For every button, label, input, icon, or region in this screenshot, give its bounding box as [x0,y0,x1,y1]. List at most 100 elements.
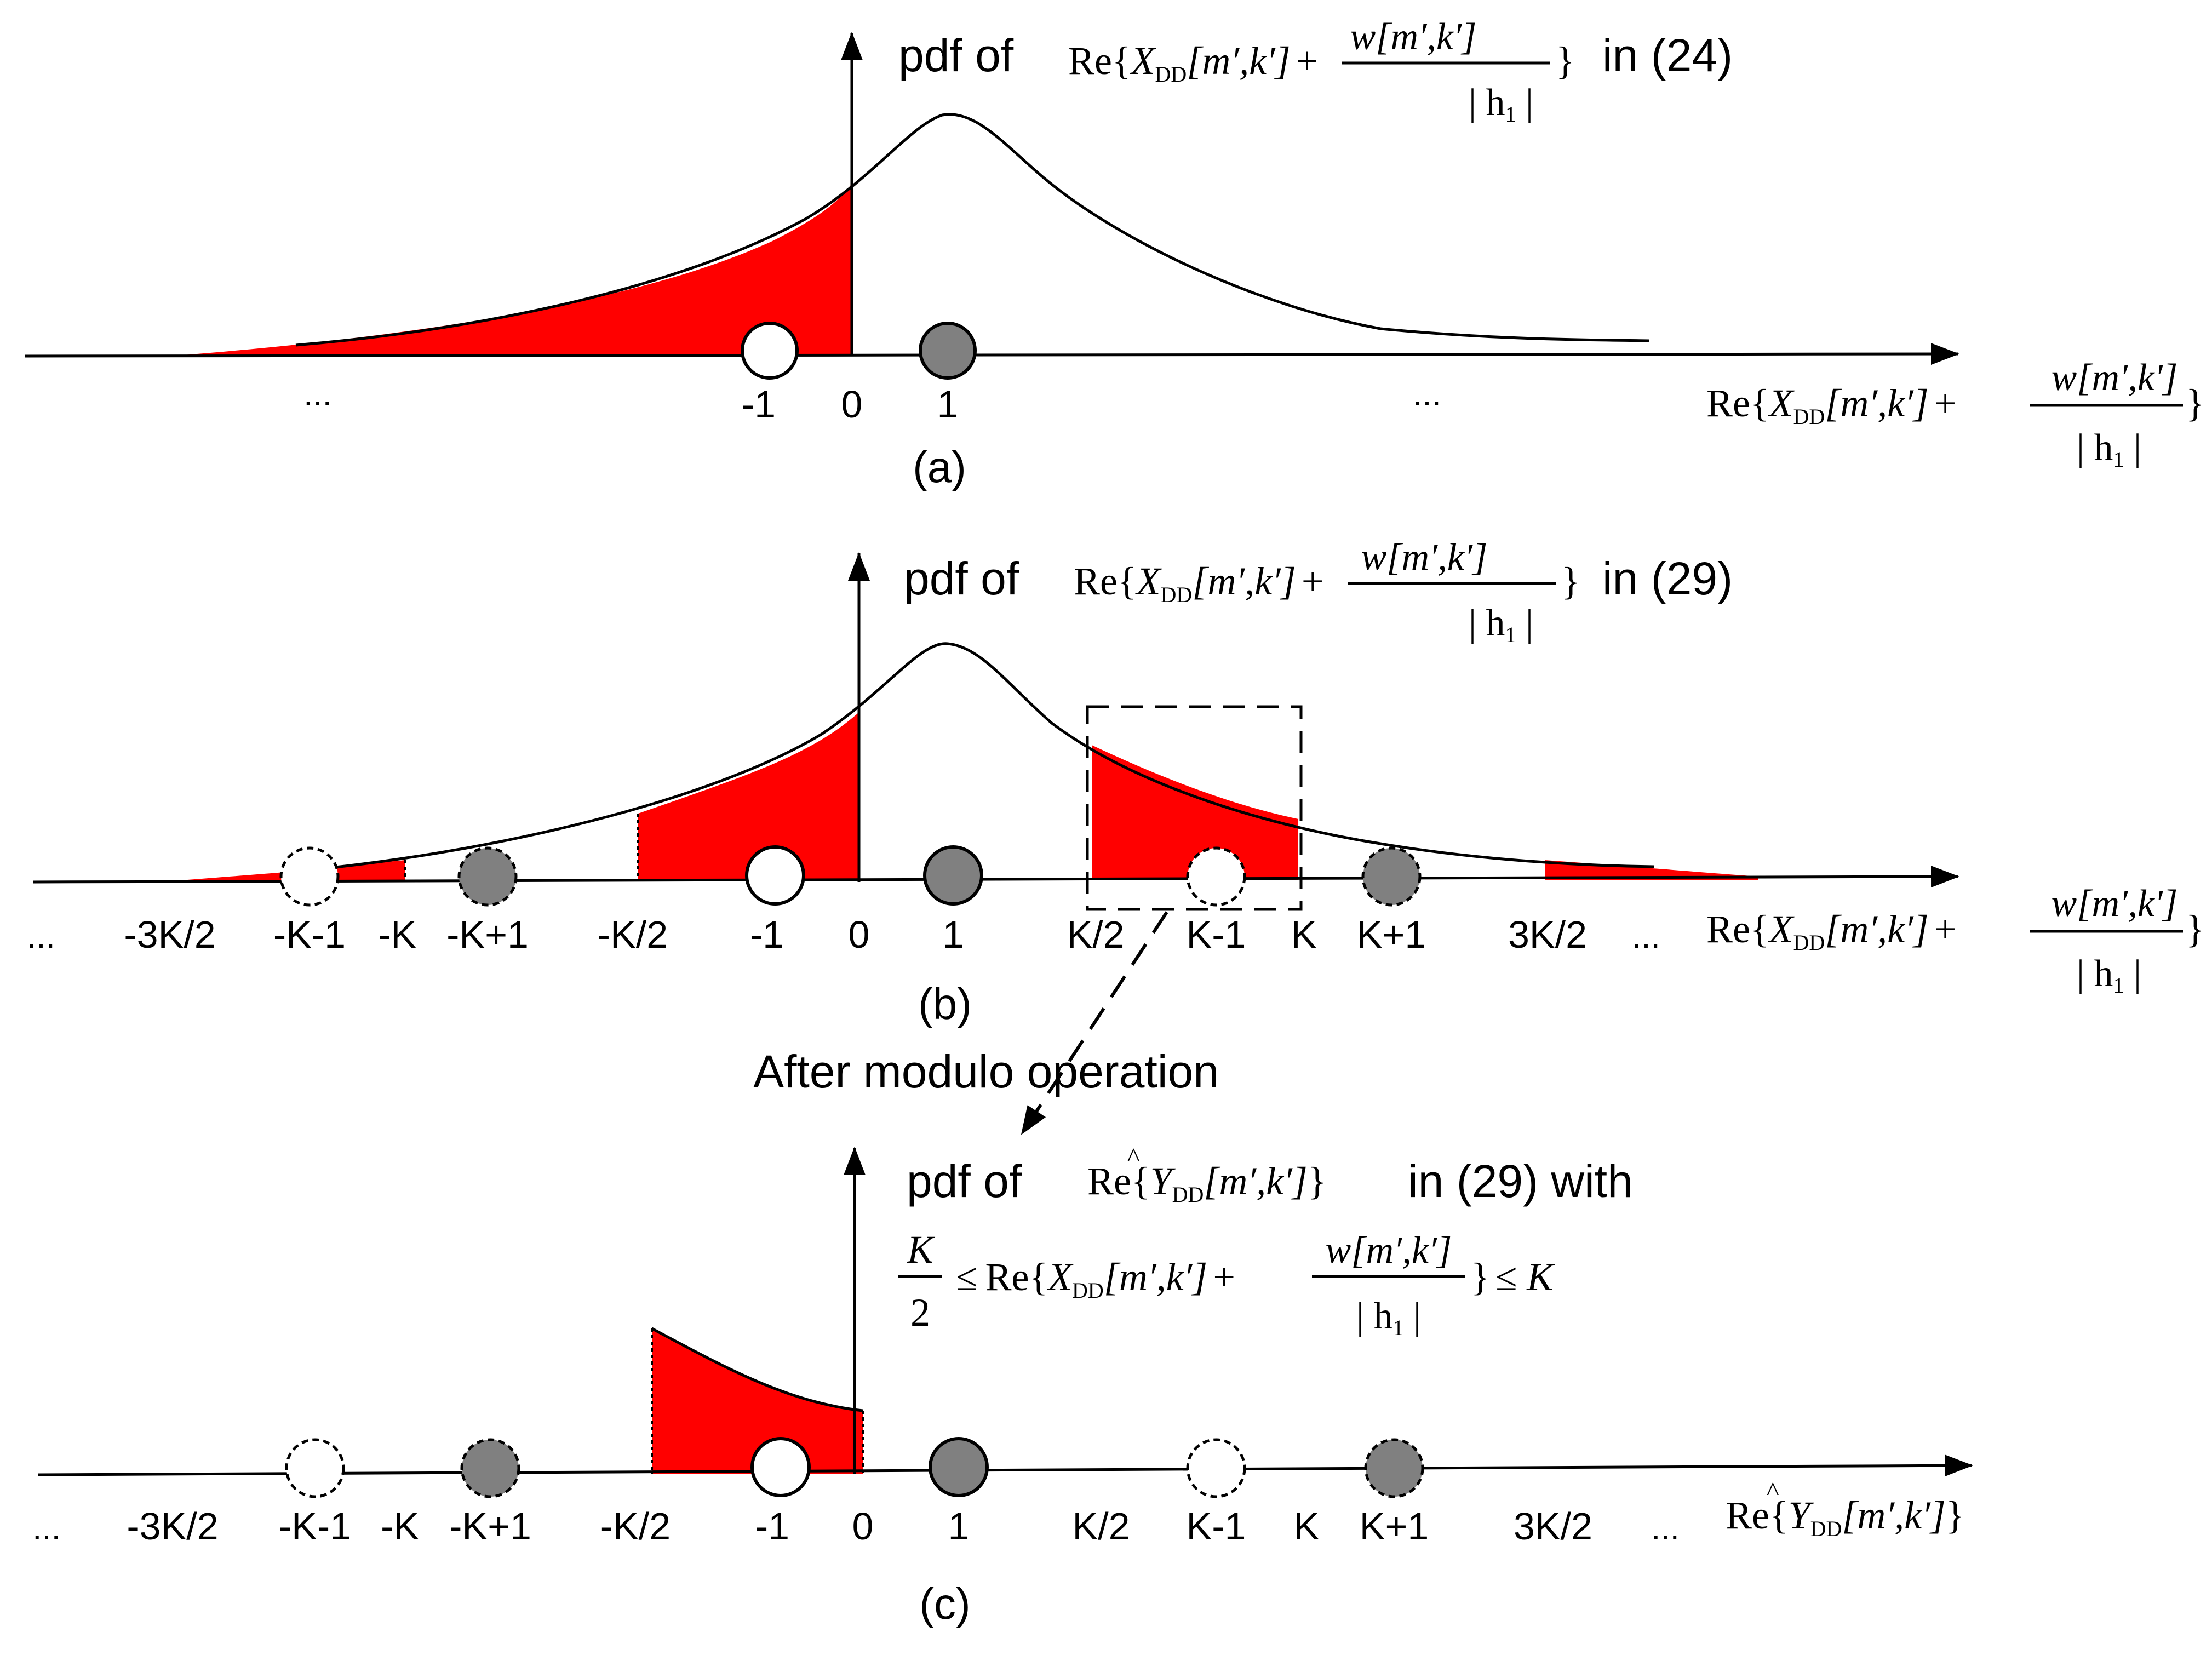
x-axis-a [24,343,1959,365]
dashed-filled-symbol-minusKplus1-b [457,846,518,907]
tick-label: 1 [943,913,964,956]
x-axis-c [38,1454,1973,1477]
tick-label: -1 [750,913,784,956]
expr-re-x-plus-w-over-h-b: Re{XDD[m′,k′] + w[m′,k′] | h1 | } [1074,536,1580,647]
panel-a: ... -1 0 1 ... (a) pdf of Re{XDD[m′,k′] +… [24,16,2205,491]
svg-text:w[m′,k′]: w[m′,k′] [1326,1229,1452,1272]
pdf-label-c: pdf of [907,1155,1022,1207]
svg-text:| h1 |: | h1 | [1356,1295,1421,1340]
modulo-arrow-label: After modulo operation [753,1046,1219,1097]
tick-label: -K/2 [598,913,668,956]
tick-label: -3K/2 [127,1505,218,1548]
tick-label: -K+1 [449,1505,531,1548]
pdf-curve-b [284,642,1655,874]
svg-text:≤Re{XDD[m′,k′]+: ≤ Re{XDD[m′,k′] + [956,1255,1235,1303]
panel-caption-c: (c) [919,1579,970,1628]
x-axis-b [32,866,1959,888]
tick-label: -K-1 [273,913,346,956]
svg-text:Re{YDD[m′,k′]}: Re{YDD[m′,k′]} [1726,1493,1964,1541]
open-symbol-minus1-b [745,845,805,906]
pdf-label-b: pdf of [904,553,1019,604]
tick-label: -K/2 [600,1505,671,1548]
svg-text:w[m′,k′]: w[m′,k′] [1361,536,1488,579]
tick-label: ... [1632,918,1660,955]
svg-text:w[m′,k′]: w[m′,k′] [2051,883,2178,925]
shaded-region-Khalf-to-K-b [1092,745,1298,880]
equation-ref-c: in (29) with [1408,1155,1633,1207]
tick-label: K-1 [1187,913,1246,956]
shaded-region-minusKhalf-to-0-b [638,712,859,880]
tick-label: 0 [841,383,863,426]
axis-label-re-y-hat-c: Re{YDD[m′,k′]} ^ [1726,1477,1964,1541]
pdf-curve-a [295,113,1649,347]
svg-text:}: } [2186,907,2205,951]
tick-label: K+1 [1357,913,1426,956]
svg-text:| h1 |: | h1 | [1469,602,1533,647]
svg-text:}: } [1561,559,1580,603]
expr-re-y-hat-c: Re{YDD[m′,k′]} ^ [1087,1143,1326,1207]
svg-text:Re{XDD[m′,k′]+: Re{XDD[m′,k′] + [1068,39,1318,87]
tick-label: K+1 [1360,1505,1429,1548]
axis-label-re-a: Re{XDD[m′,k′] + w[m′,k′] | h1 | } [1706,357,2205,472]
svg-text:}: } [1556,39,1575,83]
svg-text:}≤ K: } ≤ K [1471,1255,1555,1299]
tick-label: K [1291,913,1317,956]
tick-label: ... [27,918,55,955]
svg-text:2: 2 [910,1291,930,1335]
dashed-symbol-minusK-1-b [279,846,340,907]
axis-label-re-b: Re{XDD[m′,k′] + w[m′,k′] | h1 | } [1706,883,2205,998]
panel-caption-a: (a) [913,443,966,491]
svg-text:^: ^ [1127,1143,1140,1172]
pdf-label-a: pdf of [898,30,1014,81]
dashed-selection-box-b [1086,705,1303,911]
shaded-left-tail-a [170,184,852,356]
panel-c: ... -3K/2 -K-1 -K -K+1 -K/2 -1 0 1 K/2 K… [32,1143,1973,1628]
panel-b: ... -3K/2 -K-1 -K -K+1 -K/2 -1 0 1 K/2 K… [27,536,2204,1028]
tick-label: ... [32,1509,61,1547]
svg-text:}: } [2186,381,2205,425]
equation-ref-b: in (29) [1602,553,1733,604]
tick-label: -K [381,1505,419,1548]
svg-text:^: ^ [1767,1477,1779,1506]
tick-label: -K-1 [279,1505,351,1548]
tick-label: K/2 [1067,913,1124,956]
condition-expression-c: K 2 ≤ Re{XDD[m′,k′] + w[m′,k′] | h1 | } ≤ K [898,1228,1555,1340]
svg-text:Re{XDD[m′,k′]+: Re{XDD[m′,k′] + [1706,907,1956,955]
tick-label: 0 [852,1505,874,1548]
tick-label: K [1294,1505,1320,1548]
svg-text:w[m′,k′]: w[m′,k′] [2051,357,2178,399]
tick-label: 0 [849,913,870,956]
svg-text:K: K [907,1228,936,1272]
svg-text:| h1 |: | h1 | [2077,953,2141,998]
dashed-symbol-Kminus1-c [1186,1438,1246,1498]
svg-text:w[m′,k′]: w[m′,k′] [1350,16,1477,58]
wrapped-curve-c [651,1327,863,1412]
equation-ref-a: in (24) [1602,30,1733,81]
tick-label: K-1 [1187,1505,1246,1548]
tick-label: 3K/2 [1508,913,1587,956]
tick-label: 1 [948,1505,970,1548]
dashed-filled-symbol-Kplus1-b [1361,846,1422,907]
svg-text:Re{XDD[m′,k′]+: Re{XDD[m′,k′] + [1706,381,1956,429]
tick-label: -1 [742,383,776,426]
shaded-tail-far-left-b [181,872,285,880]
expr-re-x-plus-w-over-h-a: Re{XDD[m′,k′] + w[m′,k′] | h1 | } [1068,16,1575,127]
open-symbol-minus1-c [750,1437,811,1497]
tick-label: -3K/2 [124,913,215,956]
tick-label: ... [303,375,332,413]
tick-label: -K [378,913,416,956]
tick-label: -K+1 [446,913,529,956]
panel-caption-b: (b) [918,980,972,1028]
filled-symbol-plus1-b [923,845,983,906]
svg-text:| h1 |: | h1 | [2077,427,2141,472]
tick-label: 3K/2 [1514,1505,1592,1548]
open-symbol-minus1-a [741,322,799,380]
tick-label: -1 [755,1505,789,1548]
dashed-symbol-Kminus1-b [1186,846,1246,907]
dashed-symbol-minusK-1-c [285,1438,345,1498]
svg-text:| h1 |: | h1 | [1469,82,1533,127]
dashed-filled-symbol-Kplus1-c [1364,1438,1424,1498]
shaded-wrapped-region-c [652,1328,863,1474]
filled-symbol-plus1-c [929,1437,989,1497]
